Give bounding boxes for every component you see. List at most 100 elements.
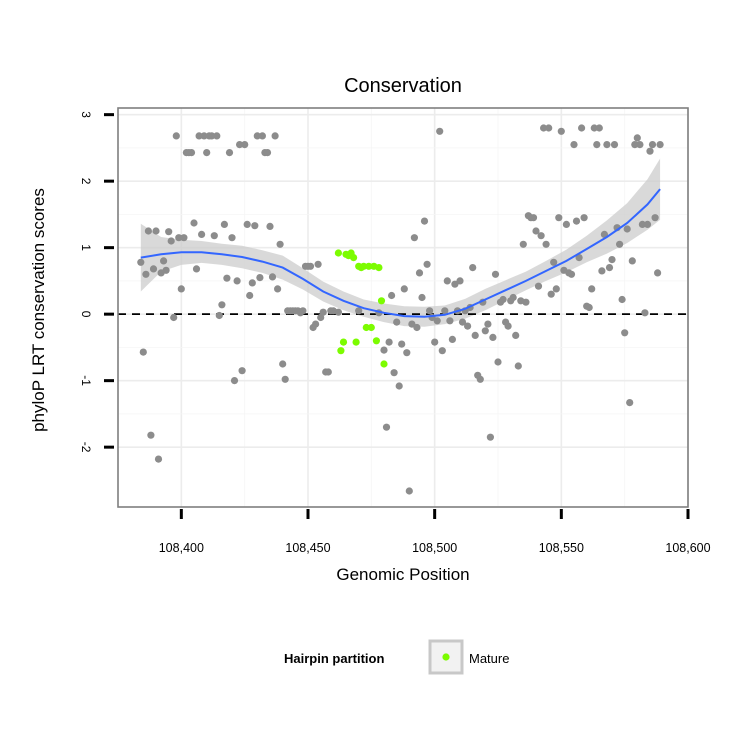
- x-axis-title: Genomic Position: [336, 565, 469, 584]
- mature-point: [339, 338, 348, 346]
- x-tick-label: 108,400: [159, 541, 204, 555]
- mature-point: [352, 338, 360, 346]
- data-point: [458, 318, 467, 326]
- data-point: [172, 132, 180, 140]
- mature-point: [365, 262, 373, 270]
- data-point: [276, 240, 284, 248]
- data-point: [512, 331, 520, 339]
- data-point: [623, 225, 631, 233]
- x-tick-label: 108,600: [665, 541, 710, 555]
- data-point: [484, 320, 492, 328]
- data-point: [431, 338, 439, 346]
- data-point: [415, 269, 424, 277]
- data-point: [177, 285, 185, 293]
- mature-point: [350, 254, 358, 262]
- data-point: [540, 124, 548, 132]
- legend-title: Hairpin partition: [284, 651, 384, 666]
- data-point: [256, 274, 264, 282]
- data-point: [621, 329, 629, 337]
- data-point: [656, 141, 664, 149]
- data-point: [446, 317, 454, 325]
- data-point: [400, 285, 408, 293]
- data-point: [598, 267, 606, 275]
- data-point: [238, 367, 246, 375]
- data-point: [626, 399, 634, 407]
- data-point: [251, 222, 259, 230]
- data-point: [641, 309, 649, 317]
- mature-point: [377, 297, 386, 305]
- data-point: [464, 322, 472, 330]
- data-point: [410, 234, 418, 242]
- data-point: [380, 346, 388, 354]
- data-point: [175, 234, 183, 242]
- data-point: [426, 307, 434, 315]
- data-point: [603, 141, 611, 149]
- data-point: [486, 433, 494, 441]
- data-point: [509, 293, 517, 302]
- data-point: [567, 270, 576, 278]
- data-points-layer: [137, 124, 664, 495]
- data-point: [618, 295, 626, 304]
- data-point: [165, 228, 173, 236]
- data-point: [198, 230, 206, 238]
- data-point: [306, 262, 315, 270]
- data-point: [152, 227, 160, 235]
- data-point: [385, 338, 393, 346]
- data-point: [494, 358, 502, 366]
- x-tick-label: 108,550: [539, 541, 584, 555]
- data-point: [588, 285, 596, 293]
- data-point: [149, 265, 158, 273]
- data-point: [334, 308, 342, 316]
- data-point: [142, 270, 150, 278]
- data-point: [418, 293, 426, 302]
- data-point: [233, 277, 241, 285]
- data-point: [190, 219, 198, 227]
- data-point: [537, 232, 545, 240]
- data-point: [144, 227, 152, 235]
- data-point: [605, 264, 614, 272]
- data-point: [616, 240, 624, 248]
- data-point: [236, 141, 244, 149]
- data-point: [608, 256, 616, 264]
- data-point: [218, 301, 226, 309]
- mature-point: [380, 360, 388, 368]
- data-point: [403, 349, 411, 357]
- data-point: [279, 360, 287, 368]
- y-tick-label: -1: [79, 375, 93, 386]
- confidence-ribbon: [140, 158, 661, 327]
- data-point: [271, 132, 279, 140]
- mature-point: [334, 249, 342, 257]
- data-point: [519, 240, 527, 248]
- data-point: [160, 257, 168, 265]
- data-point: [263, 149, 272, 157]
- data-point: [200, 132, 208, 140]
- data-point: [324, 368, 332, 376]
- data-point: [555, 214, 563, 222]
- data-point: [319, 308, 327, 316]
- x-tick-label: 108,450: [285, 541, 330, 555]
- data-point: [228, 234, 236, 242]
- data-point: [274, 285, 282, 293]
- axes-layer: 108,400 108,450 108,500 108,550 108,600 -2 -1 0…: [79, 111, 711, 555]
- legend-key-box: [428, 639, 464, 675]
- data-point: [208, 132, 216, 140]
- data-point: [633, 134, 641, 142]
- data-point: [585, 303, 593, 312]
- data-point: [636, 141, 644, 149]
- panel-border: [117, 107, 689, 508]
- data-point: [382, 423, 391, 431]
- y-tick-label: 0: [79, 311, 93, 318]
- data-point: [225, 149, 234, 157]
- data-point: [600, 230, 609, 238]
- data-point: [243, 220, 251, 228]
- data-point: [147, 431, 155, 439]
- y-tick-label: 2: [79, 178, 93, 185]
- data-point: [312, 320, 320, 328]
- data-point: [258, 132, 266, 140]
- data-point: [628, 257, 636, 265]
- data-point: [139, 348, 147, 356]
- grid-lines: [118, 108, 689, 507]
- data-point: [195, 132, 203, 140]
- smooth-line-layer: [140, 188, 661, 318]
